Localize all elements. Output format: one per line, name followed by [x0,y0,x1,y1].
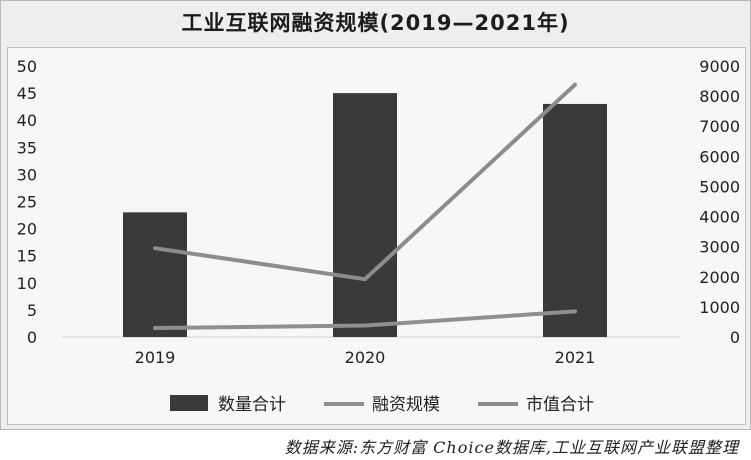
y-left-tick-label: 30 [17,165,37,184]
y-right-tick-label: 0 [730,328,740,347]
y-left-tick-label: 20 [17,220,37,239]
y-left-tick-label: 45 [17,84,37,103]
y-left-tick-label: 15 [17,247,37,266]
y-left-tick-label: 10 [17,274,37,293]
y-right-tick-label: 9000 [699,57,740,76]
y-right-tick-label: 3000 [699,238,740,257]
legend-label: 市值合计 [526,395,594,415]
y-left-tick-label: 0 [27,328,37,347]
title-bar: 工业互联网融资规模(2019—2021年) [1,1,750,46]
y-right-tick-label: 6000 [699,147,740,166]
y-right-tick-label: 2000 [699,268,740,287]
x-tick-label: 2021 [555,348,596,367]
chart-frame: 工业互联网融资规模(2019—2021年) [0,0,751,430]
legend-label: 数量合计 [218,395,286,415]
legend-label: 融资规模 [372,395,440,415]
y-left-tick-label: 50 [17,57,37,76]
bar-2021 [543,103,607,337]
line-series-2 [153,82,577,282]
x-tick-label: 2020 [345,348,386,367]
source-note: 数据来源:东方财富 Choice数据库,工业互联网产业联盟整理 [284,438,739,457]
chart-svg: 0 5 10 15 20 25 30 35 40 45 50 0 1000 2000 3000 4000 500… [17,57,740,415]
bar-2020 [333,93,397,337]
x-tick-label: 2019 [135,348,176,367]
y-right-tick-label: 1000 [699,298,740,317]
y-left-tick-label: 40 [17,111,37,130]
y-right-tick-label: 7000 [699,117,740,136]
bar-2019 [123,212,187,337]
chart-title: 工业互联网融资规模(2019—2021年) [181,11,570,35]
y-left-tick-label: 5 [27,301,37,320]
y-right-tick-label: 8000 [699,87,740,106]
y-left-tick-label: 35 [17,138,37,157]
y-right-tick-label: 5000 [699,177,740,196]
y-left-tick-label: 25 [17,193,37,212]
line-series-1 [153,309,577,330]
legend-swatch-bar [170,395,208,411]
y-right-tick-label: 4000 [699,208,740,227]
